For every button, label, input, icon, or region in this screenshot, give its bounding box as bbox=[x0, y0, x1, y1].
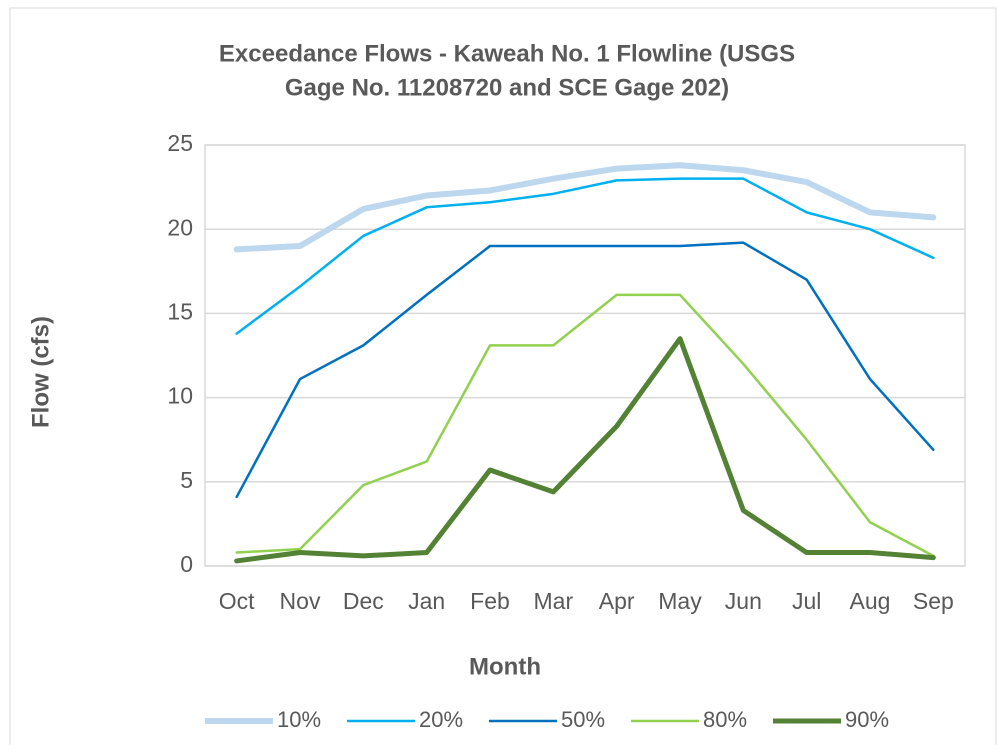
series-line bbox=[235, 293, 935, 558]
series-line bbox=[233, 162, 937, 253]
series-line bbox=[235, 241, 935, 499]
x-tick-label: Oct bbox=[219, 588, 255, 614]
legend-label: 10% bbox=[277, 707, 321, 732]
y-tick-label: 20 bbox=[167, 214, 193, 240]
x-tick-label: Sep bbox=[913, 588, 954, 614]
x-tick-label: Nov bbox=[280, 588, 321, 614]
legend-label: 80% bbox=[703, 707, 747, 732]
x-tick-label: Aug bbox=[850, 588, 891, 614]
y-axis-title: Flow (cfs) bbox=[27, 316, 54, 428]
plot-border bbox=[204, 144, 966, 567]
y-tick-label: 0 bbox=[180, 551, 193, 577]
x-tick-label: Apr bbox=[599, 588, 635, 614]
x-tick-label: Feb bbox=[470, 588, 510, 614]
x-tick-label: Jan bbox=[408, 588, 445, 614]
x-tick-label: Dec bbox=[343, 588, 384, 614]
x-tick-label: Jul bbox=[792, 588, 821, 614]
series-line bbox=[234, 336, 936, 564]
y-tick-label: 15 bbox=[167, 298, 193, 324]
y-tick-label: 10 bbox=[167, 383, 193, 409]
legend-label: 20% bbox=[419, 707, 463, 732]
x-tick-label: Mar bbox=[534, 588, 574, 614]
y-tick-label: 5 bbox=[180, 467, 193, 493]
x-axis-title: Month bbox=[469, 653, 541, 680]
y-tick-label: 25 bbox=[167, 130, 193, 156]
legend-label: 50% bbox=[561, 707, 605, 732]
chart-border bbox=[9, 7, 997, 745]
x-tick-label: May bbox=[658, 588, 702, 614]
legend-label: 90% bbox=[845, 707, 889, 732]
chart-title: Gage No. 11208720 and SCE Gage 202) bbox=[285, 74, 729, 101]
series-line bbox=[235, 177, 935, 335]
chart-title: Exceedance Flows - Kaweah No. 1 Flowline… bbox=[219, 40, 795, 67]
x-tick-label: Jun bbox=[725, 588, 762, 614]
